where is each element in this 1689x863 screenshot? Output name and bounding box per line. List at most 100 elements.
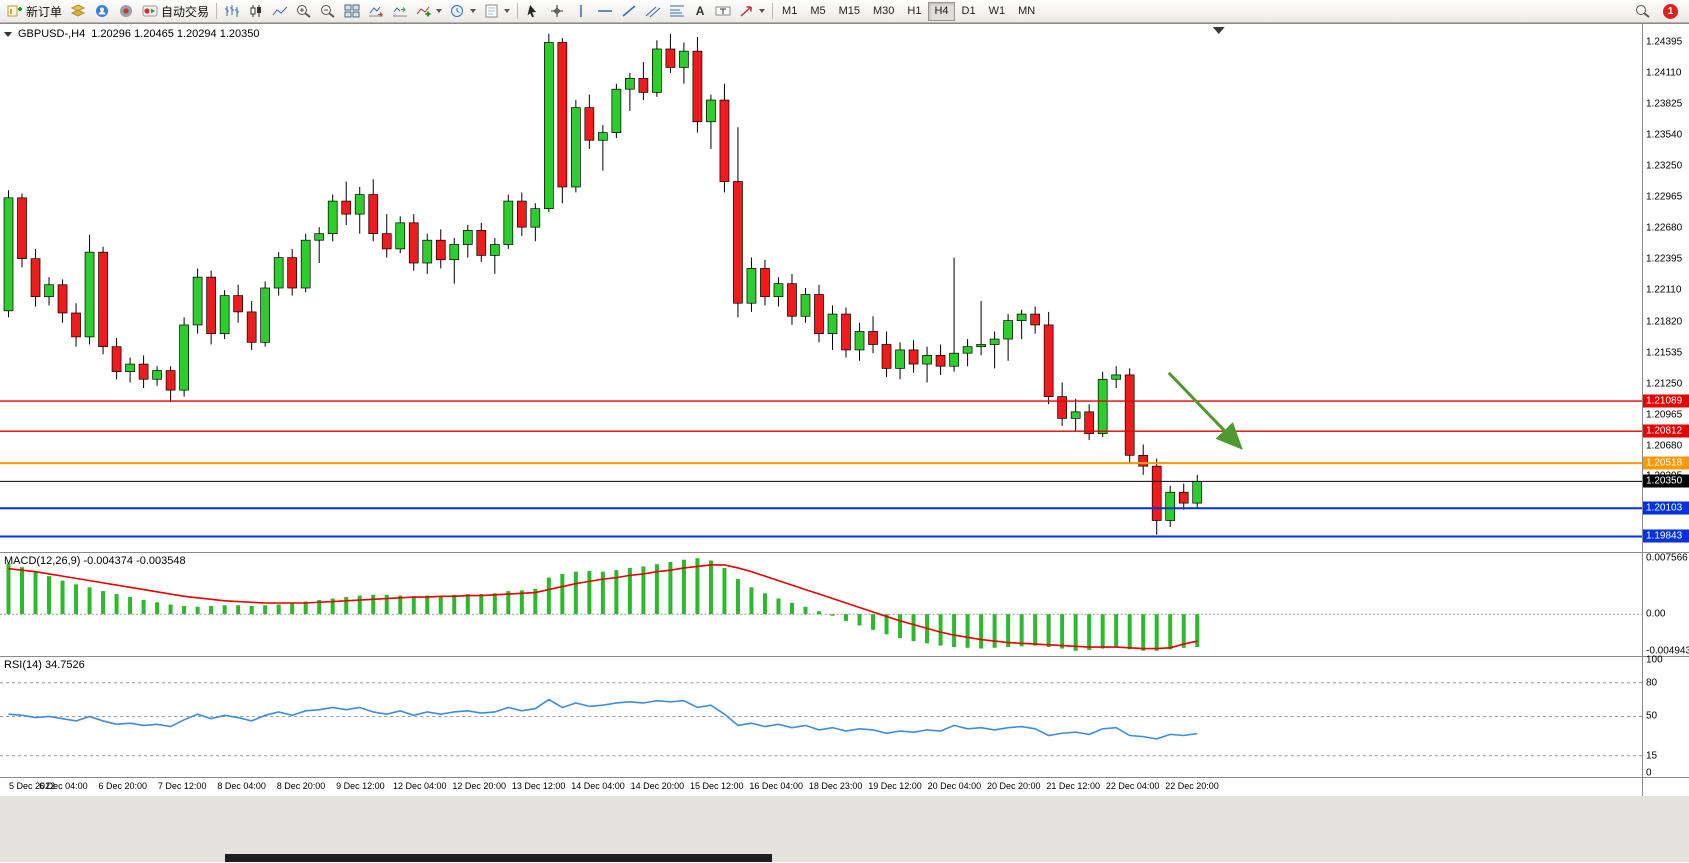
candles — [3, 33, 1203, 535]
timeframe-button-m1[interactable]: M1 — [782, 5, 798, 17]
zoom-out-button[interactable] — [316, 1, 340, 22]
time-label: 6 Dec 04:00 — [39, 781, 88, 791]
search-button[interactable] — [1631, 1, 1655, 22]
cursor-icon — [527, 5, 537, 18]
price-tick: 1.20965 — [1646, 409, 1683, 421]
time-label: 6 Dec 20:00 — [98, 781, 148, 791]
macd-panel-row: MACD(12,26,9) -0.004374 -0.003548 0.0075… — [0, 552, 1689, 657]
market-button[interactable] — [114, 1, 138, 22]
one-click-collapse-icon[interactable] — [4, 31, 12, 37]
new-order-label: 新订单 — [26, 4, 63, 19]
crosshair-button[interactable] — [545, 1, 569, 22]
time-label: 18 Dec 23:00 — [808, 781, 863, 791]
indicators-button[interactable] — [412, 1, 446, 22]
vertical-line-button[interactable] — [569, 1, 593, 22]
clock-icon — [451, 5, 464, 17]
vertical-line-icon — [580, 5, 582, 17]
price-tick: 1.24395 — [1646, 36, 1683, 48]
zoom-in-button[interactable] — [292, 1, 316, 22]
rsi-plot[interactable]: RSI(14) 34.7526 — [0, 657, 1642, 777]
macd-histogram — [6, 558, 1200, 651]
cursor-button[interactable] — [521, 1, 545, 22]
rsi-tick: 0 — [1646, 767, 1652, 778]
macd-svg — [0, 558, 1642, 651]
time-axis-row: 5 Dec 2022 6 Dec 04:00 6 Dec 20:00 7 Dec 12… — [0, 778, 1689, 796]
tile-windows-button[interactable] — [340, 1, 364, 22]
toolbar: 新订单 自动交易 — [0, 0, 1689, 23]
price-badge-1.19843: 1.19843 — [1643, 529, 1689, 543]
price-tick: 1.23540 — [1646, 129, 1683, 141]
price-tick: 1.22395 — [1646, 253, 1683, 265]
search-icon — [1636, 5, 1650, 18]
price-badge-1.20812: 1.20812 — [1643, 424, 1689, 438]
timeframe-button-m15[interactable]: M15 — [838, 5, 860, 17]
timeframe-button-w1[interactable]: W1 — [988, 5, 1006, 17]
timeframe-button-h1[interactable]: H1 — [907, 5, 922, 17]
chart-area: GBPUSD-,H4 1.20296 1.20465 1.20294 1.203… — [0, 23, 1689, 796]
arrows-button[interactable] — [735, 1, 769, 22]
rsi-line — [8, 698, 1198, 740]
timeframe-toolbar: M1 M5 M15 M30 H1 H4 D1 W1 MN — [776, 1, 1041, 21]
candlestick-chart-button[interactable] — [244, 1, 268, 22]
timeframe-button-mn[interactable]: MN — [1018, 5, 1036, 17]
timeframe-button-m30[interactable]: M30 — [873, 5, 895, 17]
time-label: 7 Dec 12:00 — [157, 781, 207, 791]
text-button[interactable]: A — [689, 1, 711, 22]
chevron-down-icon — [470, 9, 477, 13]
price-tick: 1.24110 — [1646, 67, 1682, 79]
trendline-button[interactable] — [617, 1, 641, 22]
rsi-svg — [0, 682, 1642, 757]
zoom-out-icon — [321, 5, 335, 18]
text-label-button[interactable] — [711, 1, 735, 22]
rsi-axis[interactable]: 100 80 50 15 0 — [1642, 655, 1689, 778]
macd-plot[interactable]: MACD(12,26,9) -0.004374 -0.003548 — [0, 553, 1642, 656]
community-button[interactable] — [90, 1, 114, 22]
rsi-title: RSI(14) 34.7526 — [4, 659, 85, 671]
main-chart-plot[interactable]: GBPUSD-,H4 1.20296 1.20465 1.20294 1.203… — [0, 24, 1642, 552]
channel-button[interactable] — [641, 1, 665, 22]
bar-chart-button[interactable] — [220, 1, 244, 22]
macd-axis[interactable]: 0.007566 0.00 -0.004943 — [1642, 552, 1689, 657]
toolbar-separator — [216, 3, 218, 19]
auto-trading-icon — [142, 5, 158, 17]
new-order-icon — [7, 5, 22, 17]
price-badge-1.20103: 1.20103 — [1643, 501, 1689, 515]
symbol-period-label: GBPUSD-,H4 — [18, 28, 86, 40]
text-icon: A — [695, 4, 705, 18]
fibonacci-button[interactable] — [665, 1, 689, 22]
price-axis[interactable]: 1.24395 1.24110 1.23825 1.23540 1.23250 1.229… — [1642, 24, 1689, 552]
auto-scroll-button[interactable] — [364, 1, 388, 22]
time-label: 20 Dec 04:00 — [927, 781, 982, 791]
line-chart-button[interactable] — [268, 1, 292, 22]
templates-button[interactable] — [480, 1, 514, 22]
time-label: 5 Dec 2022 — [8, 781, 56, 791]
time-label: 20 Dec 20:00 — [987, 781, 1041, 791]
auto-trading-button[interactable]: 自动交易 — [138, 1, 213, 22]
periods-button[interactable] — [446, 1, 480, 22]
channel-icon — [645, 6, 661, 18]
time-label: 21 Dec 12:00 — [1046, 781, 1100, 791]
horizontal-line-icon — [598, 10, 613, 12]
text-label-icon — [715, 6, 731, 16]
layers-icon — [70, 4, 86, 17]
toolbar-separator — [772, 3, 774, 19]
chevron-down-icon — [759, 9, 766, 13]
new-order-button[interactable]: 新订单 — [3, 1, 66, 22]
horizontal-line-button[interactable] — [593, 1, 617, 22]
template-icon — [485, 4, 498, 18]
profile-icon — [96, 5, 109, 17]
macd-signal-line — [8, 564, 1198, 650]
timeframe-button-h4[interactable]: H4 — [928, 1, 955, 21]
chart-shift-button[interactable] — [388, 1, 412, 22]
layers-button[interactable] — [66, 1, 90, 22]
price-tick: 1.23825 — [1646, 98, 1683, 110]
price-tick: 1.21250 — [1646, 378, 1683, 390]
timeframe-button-d1[interactable]: D1 — [961, 5, 976, 17]
price-tick: 1.22680 — [1646, 222, 1683, 234]
timeframe-button-m5[interactable]: M5 — [810, 5, 826, 17]
time-axis[interactable]: 5 Dec 2022 6 Dec 04:00 6 Dec 20:00 7 Dec 12… — [0, 778, 1642, 796]
chevron-down-icon — [504, 9, 511, 13]
notification-badge[interactable]: 1 — [1663, 3, 1678, 19]
fibonacci-icon — [670, 5, 685, 17]
